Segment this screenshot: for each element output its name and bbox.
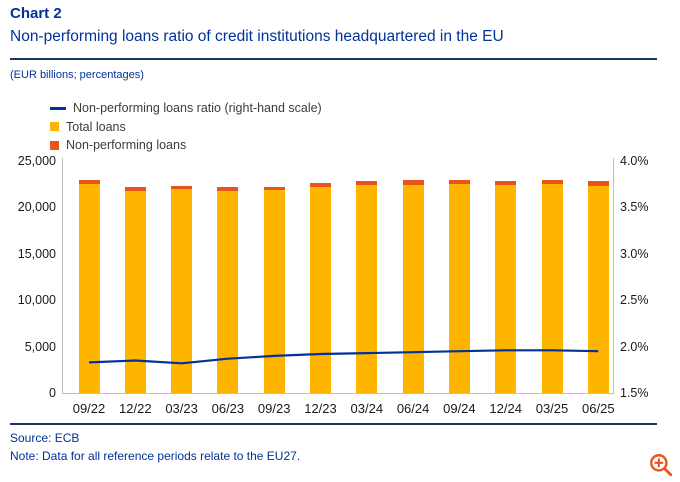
y-axis-right-tick-label: 2.0%	[620, 339, 649, 354]
x-axis-tick-label: 06/25	[582, 401, 615, 416]
bar-total-loans	[448, 179, 470, 393]
bar-non-performing-loans	[78, 180, 100, 185]
legend-item-npl: Non-performing loans	[50, 136, 322, 155]
y-axis-right-tick-label: 3.0%	[620, 246, 649, 261]
x-axis-tick-label: 06/23	[211, 401, 245, 416]
line-marker-icon	[50, 107, 66, 110]
x-axis-tick-label: 12/23	[304, 401, 337, 416]
x-axis-tick-label: 03/23	[165, 401, 198, 416]
y-axis-right-tick-label: 1.5%	[620, 386, 649, 400]
legend-item-npl-ratio: Non-performing loans ratio (right-hand s…	[50, 99, 322, 118]
x-axis-tick-label: 06/24	[396, 401, 430, 416]
bar-total-loans	[587, 181, 609, 393]
bar-total-loans	[78, 180, 100, 393]
x-axis-tick-label: 03/25	[535, 401, 569, 416]
legend-label: Non-performing loans	[66, 138, 187, 153]
source-text: Source: ECB	[10, 431, 80, 445]
x-axis-tick-label: 12/22	[119, 401, 152, 416]
bar-total-loans	[263, 186, 285, 393]
bar-total-loans	[541, 180, 563, 393]
bar-non-performing-loans	[217, 187, 239, 192]
bar-non-performing-loans	[171, 185, 193, 190]
y-axis-left-tick-label: 20,000	[17, 200, 56, 215]
y-axis-left-tick-label: 25,000	[17, 154, 56, 168]
magnifier-plus-icon[interactable]	[648, 452, 674, 478]
y-axis-right-line	[613, 158, 614, 393]
chart-title: Non-performing loans ratio of credit ins…	[10, 28, 504, 45]
y-axis-right-tick-label: 3.5%	[620, 200, 649, 215]
bar-total-loans	[124, 187, 146, 393]
note-text: Note: Data for all reference periods rel…	[10, 449, 301, 463]
units-label: (EUR billions; percentages)	[10, 69, 144, 81]
y-axis-left-tick-label: 0	[49, 386, 56, 400]
legend-label: Total loans	[66, 119, 126, 134]
footer-divider	[10, 423, 657, 425]
npl-ratio-line	[88, 349, 599, 365]
y-axis-left-tick-label: 10,000	[17, 293, 56, 308]
x-axis-line	[62, 393, 614, 394]
bar-non-performing-loans	[263, 186, 285, 191]
yellow-square-marker-icon	[50, 122, 59, 132]
title-divider	[10, 58, 657, 60]
bar-total-loans	[310, 183, 331, 393]
bar-non-performing-loans	[356, 180, 378, 186]
bar-total-loans	[402, 180, 424, 393]
x-axis-tick-label: 09/22	[72, 401, 106, 416]
bar-non-performing-loans	[541, 180, 563, 185]
y-axis-left-tick-label: 15,000	[17, 246, 56, 261]
bar-non-performing-loans	[448, 179, 470, 184]
y-axis-right-tick-label: 2.5%	[620, 293, 649, 308]
bar-total-loans	[171, 185, 193, 393]
x-axis-tick-label: 03/24	[350, 401, 384, 416]
x-axis-tick-label: 09/24	[443, 401, 476, 416]
x-axis-tick-label: 12/24	[489, 401, 522, 416]
bar-non-performing-loans	[587, 181, 609, 186]
bar-total-loans	[495, 180, 517, 393]
red-square-marker-icon	[50, 140, 59, 150]
bar-non-performing-loans	[310, 183, 331, 188]
y-axis-right-tick-label: 4.0%	[620, 154, 649, 168]
bar-non-performing-loans	[495, 180, 517, 186]
bar-total-loans	[356, 180, 378, 393]
legend-item-total-loans: Total loans	[50, 118, 322, 137]
legend: Non-performing loans ratio (right-hand s…	[50, 99, 322, 155]
bar-non-performing-loans	[124, 187, 146, 192]
y-axis-left-tick-label: 5,000	[24, 339, 56, 354]
bar-non-performing-loans	[402, 180, 424, 185]
chart-number-title: Chart 2	[10, 5, 62, 22]
bar-total-loans	[217, 187, 239, 393]
y-axis-left-line	[62, 158, 63, 393]
x-axis-tick-label: 09/23	[257, 401, 291, 416]
legend-label: Non-performing loans ratio (right-hand s…	[73, 101, 322, 116]
